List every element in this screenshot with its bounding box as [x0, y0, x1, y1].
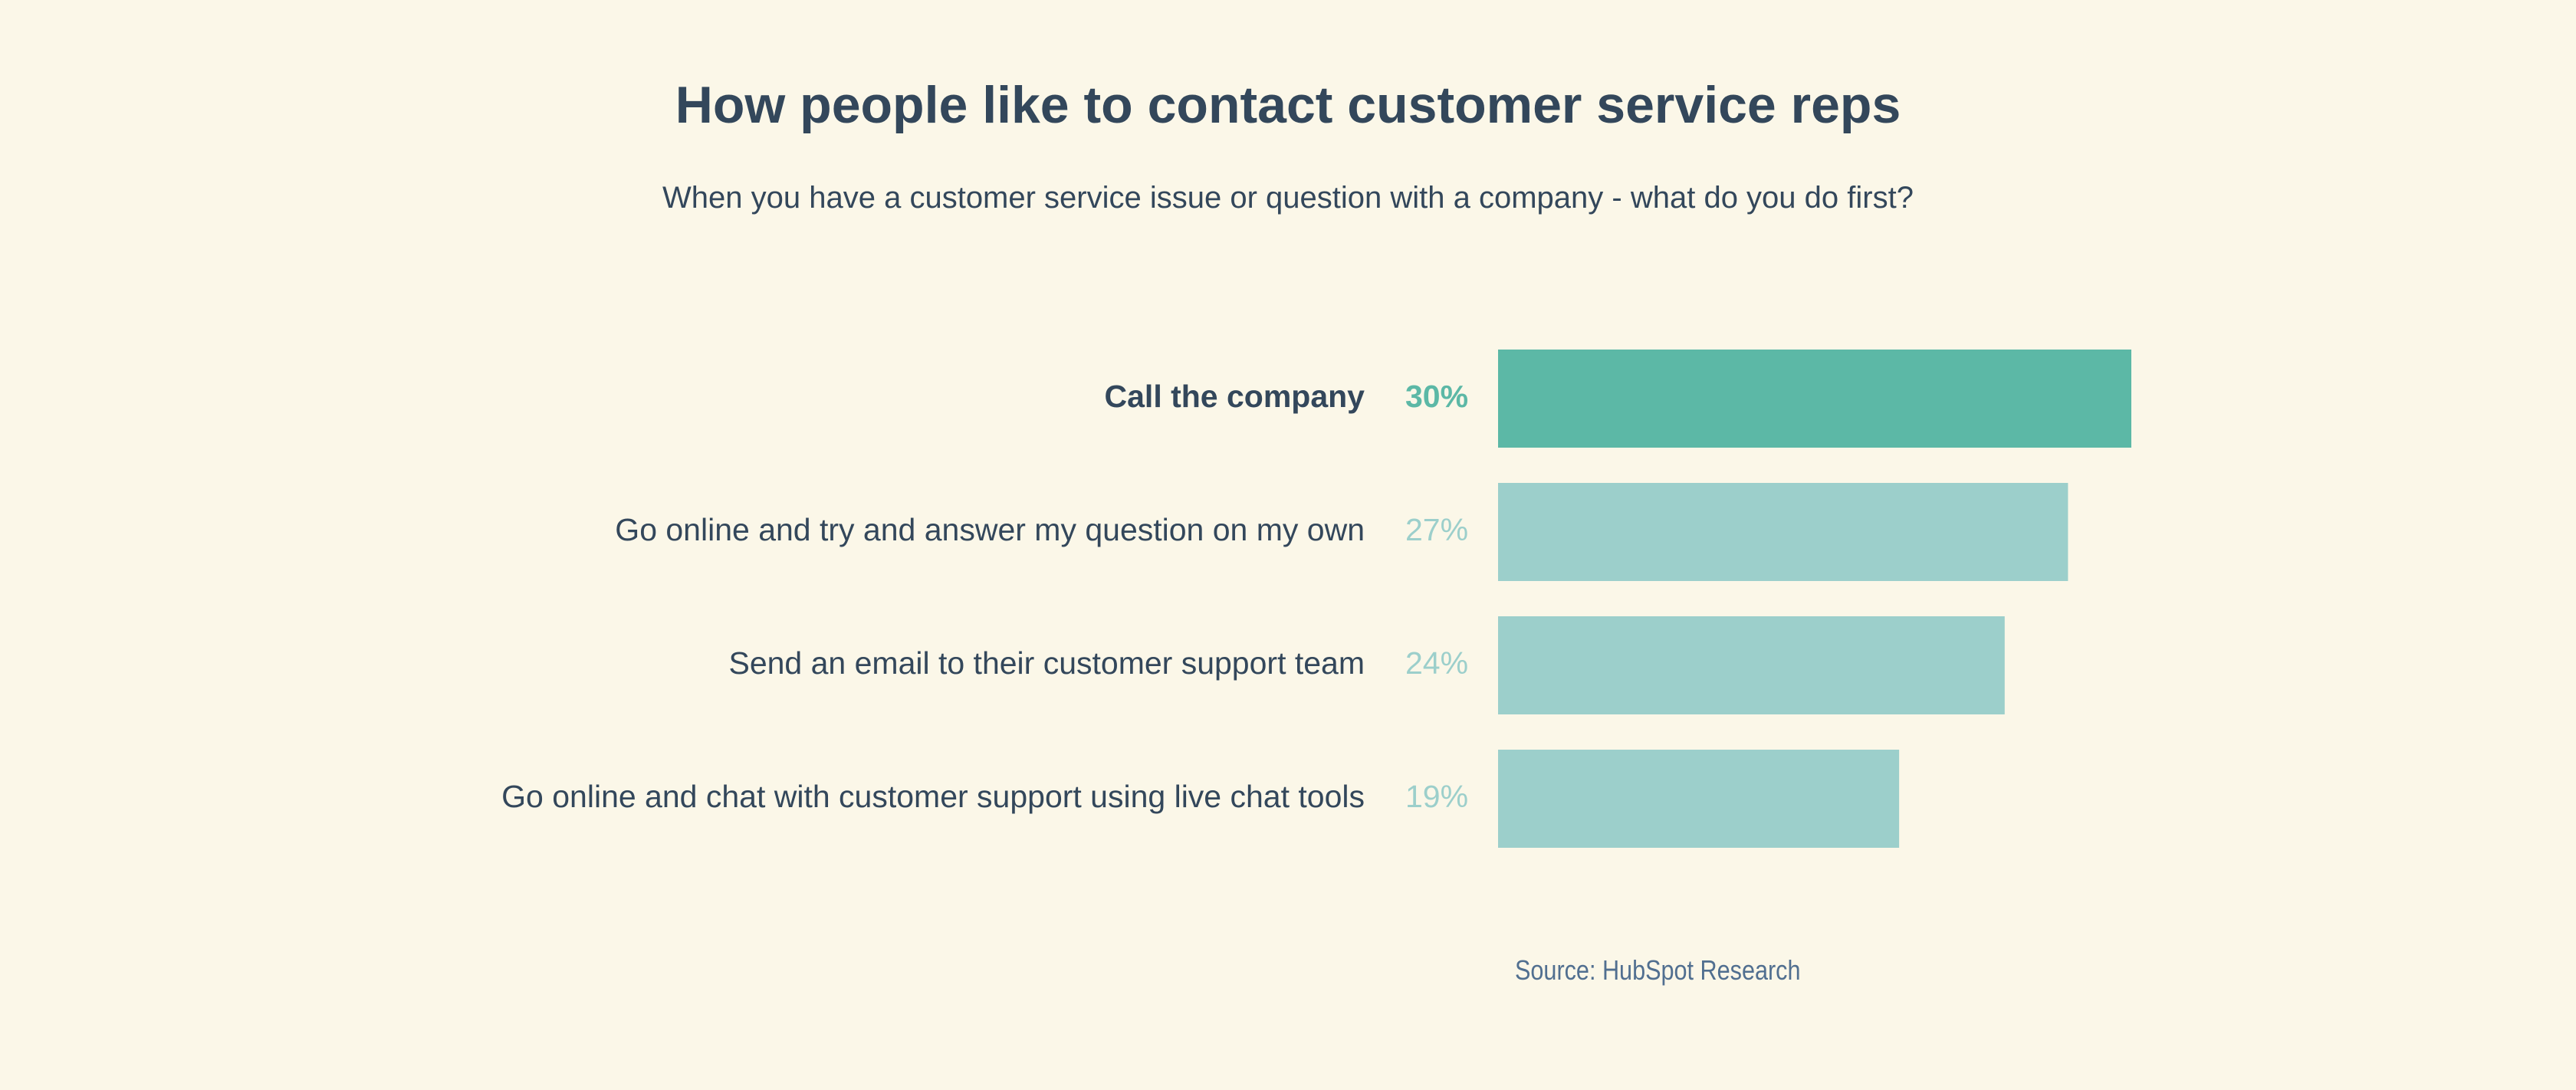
chart-subtitle: When you have a customer service issue o… — [662, 181, 1914, 215]
category-label-4: Go online and chat with customer support… — [501, 779, 1365, 814]
bar-4 — [1498, 750, 1900, 848]
chart-title: How people like to contact customer serv… — [675, 76, 1901, 134]
category-label-2: Go online and try and answer my question… — [615, 512, 1365, 547]
value-label-4: 19% — [1405, 779, 1468, 814]
bar-2 — [1498, 483, 2068, 581]
source-note: Source: HubSpot Research — [1515, 954, 1801, 986]
value-label-2: 27% — [1405, 512, 1468, 547]
bar-3 — [1498, 616, 2005, 714]
value-label-3: 24% — [1405, 645, 1468, 681]
category-label-3: Send an email to their customer support … — [728, 645, 1365, 681]
bar-1 — [1498, 350, 2131, 448]
value-label-1: 30% — [1405, 379, 1468, 414]
category-label-1: Call the company — [1105, 379, 1365, 414]
